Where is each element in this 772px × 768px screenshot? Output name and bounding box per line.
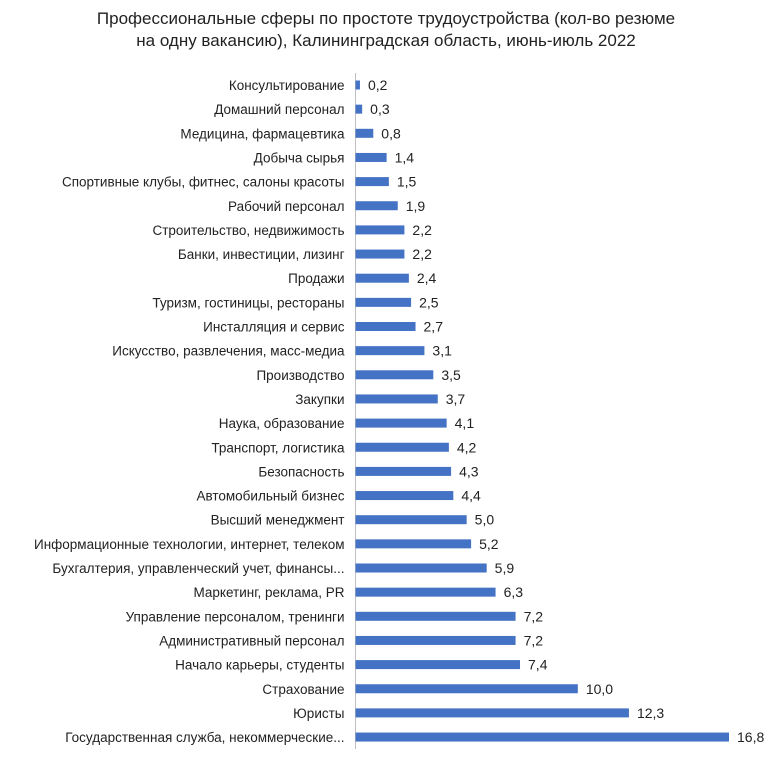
category-label: Консультирование: [229, 78, 345, 93]
bar: [355, 249, 405, 259]
bar: [355, 611, 516, 621]
bar: [355, 708, 629, 718]
category-label: Автомобильный бизнес: [196, 489, 344, 504]
category-label: Продажи: [288, 271, 344, 286]
bar: [355, 491, 454, 501]
bar: [355, 80, 360, 90]
category-label: Информационные технологии, интернет, тел…: [34, 537, 345, 552]
bar: [355, 442, 449, 452]
category-label: Производство: [256, 368, 344, 383]
bar: [355, 128, 374, 138]
category-label: Высший менеджмент: [211, 513, 345, 528]
bar: [355, 297, 412, 307]
bar: [355, 152, 387, 162]
value-label: 2,5: [419, 294, 439, 310]
bar: [355, 273, 409, 283]
bar: [355, 466, 452, 476]
category-label: Бухгалтерия, управленческий учет, финанс…: [52, 561, 344, 576]
category-label: Банки, инвестиции, лизинг: [178, 247, 345, 262]
category-label: Безопасность: [258, 464, 344, 479]
value-label: 2,2: [412, 222, 432, 238]
category-label: Управление персоналом, тренинги: [126, 609, 345, 624]
value-label: 4,3: [459, 463, 479, 479]
category-label: Закупки: [295, 392, 344, 407]
value-label: 1,4: [395, 149, 415, 165]
bar: [355, 539, 472, 549]
category-label: Административный персонал: [159, 633, 344, 648]
category-label: Маркетинг, реклама, PR: [194, 585, 345, 600]
value-label: 0,2: [368, 77, 388, 93]
bar: [355, 563, 487, 573]
value-label: 7,2: [524, 608, 544, 624]
category-label: Страхование: [262, 682, 344, 697]
value-label: 2,7: [424, 319, 444, 335]
category-label: Юристы: [293, 706, 344, 721]
value-label: 3,7: [446, 391, 466, 407]
value-label: 5,0: [475, 512, 495, 528]
category-label: Транспорт, логистика: [211, 440, 345, 455]
bar: [355, 660, 521, 670]
category-label: Государственная служба, некоммерческие..…: [65, 730, 344, 745]
bar: [355, 515, 467, 525]
value-label: 2,4: [417, 270, 437, 286]
value-label: 10,0: [586, 681, 613, 697]
value-label: 6,3: [504, 584, 524, 600]
category-label: Начало карьеры, студенты: [175, 658, 344, 673]
value-label: 2,2: [412, 246, 432, 262]
chart-title: Профессиональные сферы по простоте трудо…: [0, 8, 772, 52]
bar: [355, 346, 425, 356]
category-label: Наука, образование: [219, 416, 345, 431]
category-label: Искусство, развлечения, масс-медиа: [112, 344, 345, 359]
value-label: 12,3: [637, 705, 664, 721]
bar: [355, 201, 398, 211]
bar: [355, 684, 578, 694]
chart-title-line-2: на одну вакансию), Калининградская облас…: [136, 31, 636, 50]
bar: [355, 104, 363, 114]
category-label: Строительство, недвижимость: [152, 223, 344, 238]
bar: [355, 177, 389, 187]
category-label: Инсталляция и сервис: [203, 320, 345, 335]
bar: [355, 418, 447, 428]
value-label: 5,9: [495, 560, 515, 576]
value-label: 3,1: [432, 343, 452, 359]
category-label: Туризм, гостиницы, рестораны: [152, 295, 344, 310]
chart-title-line-1: Профессиональные сферы по простоте трудо…: [96, 9, 676, 28]
category-label: Домашний персонал: [214, 102, 344, 117]
value-label: 5,2: [479, 536, 499, 552]
value-label: 4,2: [457, 439, 477, 455]
bar: [355, 732, 729, 742]
value-label: 3,5: [441, 367, 461, 383]
bar: [355, 370, 434, 380]
value-label: 7,4: [528, 657, 548, 673]
value-label: 0,8: [381, 125, 401, 141]
bar: [355, 635, 516, 645]
bar: [355, 225, 405, 235]
bar: [355, 322, 416, 331]
value-label: 1,5: [397, 174, 417, 190]
value-label: 4,4: [461, 488, 481, 504]
value-label: 16,8: [737, 729, 764, 745]
value-label: 7,2: [524, 632, 544, 648]
category-label: Спортивные клубы, фитнес, салоны красоты: [62, 175, 345, 190]
bar: [355, 587, 496, 597]
value-label: 1,9: [406, 198, 426, 214]
value-label: 4,1: [455, 415, 475, 431]
category-label: Рабочий персонал: [228, 199, 344, 214]
bar: [355, 394, 438, 404]
category-label: Добыча сырья: [254, 150, 345, 165]
value-label: 0,3: [370, 101, 390, 117]
category-label: Медицина, фармацевтика: [180, 126, 345, 141]
